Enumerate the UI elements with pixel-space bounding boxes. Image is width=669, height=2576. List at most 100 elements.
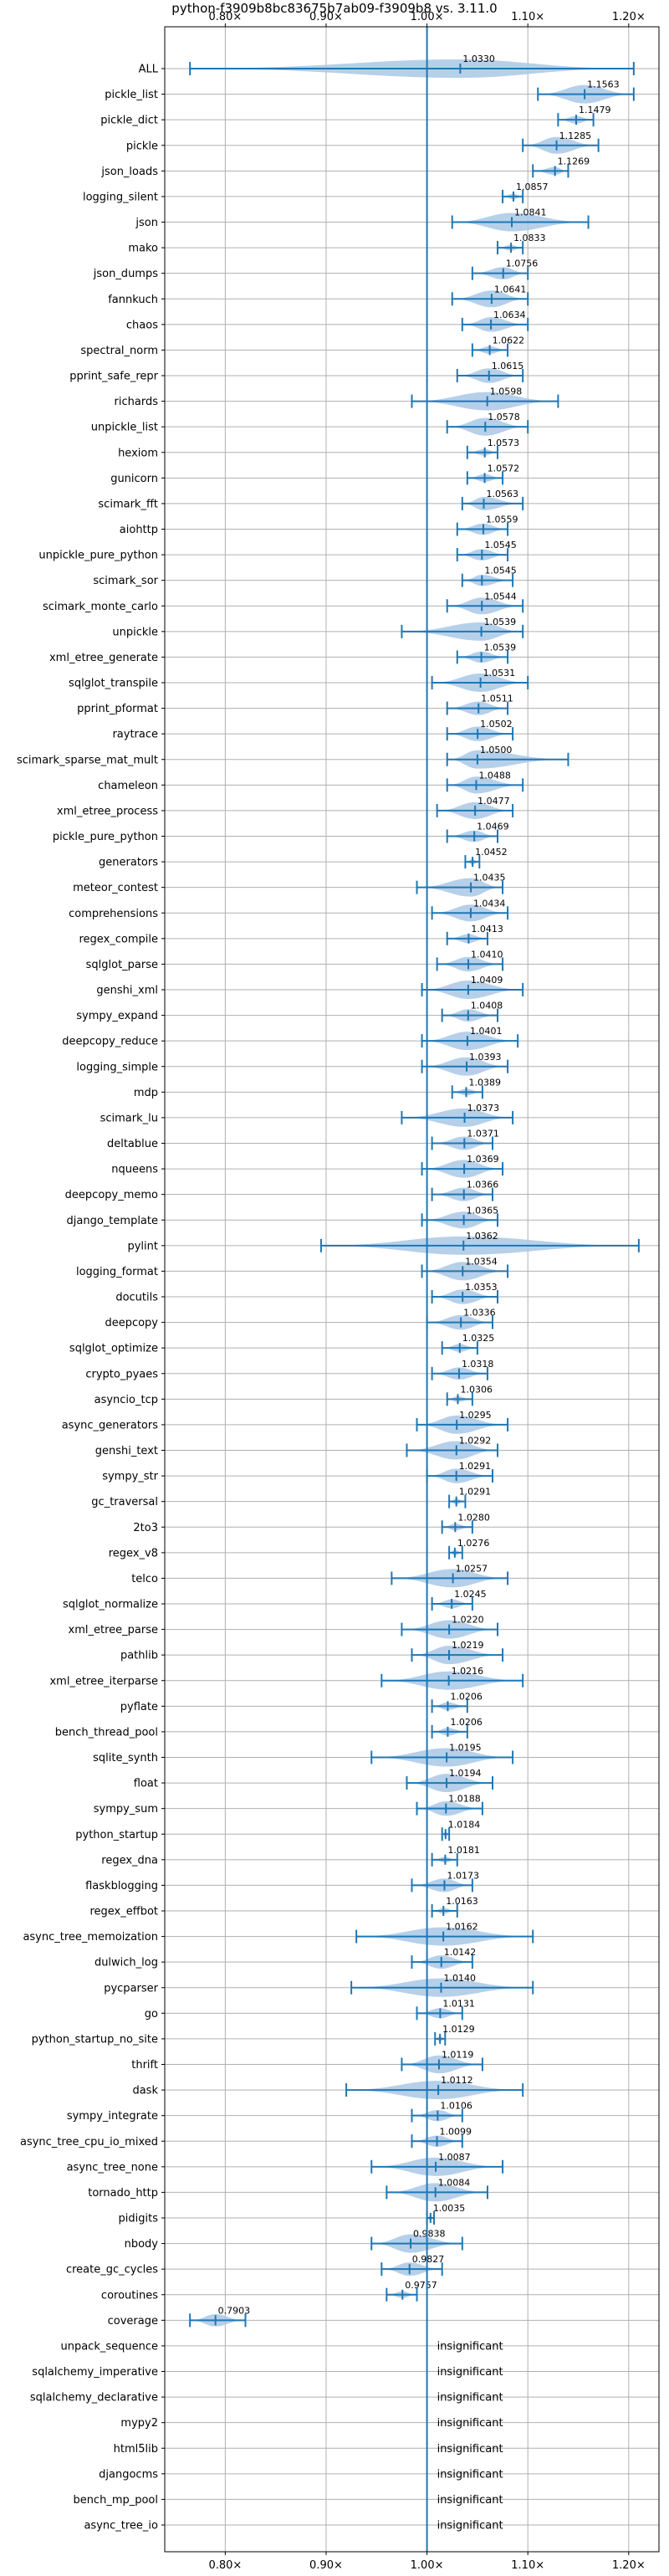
benchmark-name-label: logging_format [76, 1266, 158, 1278]
benchmark-row: python_startup 1.0184 [75, 1819, 480, 1841]
benchmark-row: deltablue 1.0371 [107, 1129, 499, 1151]
mean-value-label: 1.0362 [466, 1231, 498, 1242]
mean-value-label: 1.0435 [473, 873, 506, 883]
benchmark-row: ALL 1.0330 [139, 54, 635, 78]
benchmark-row: crypto_pyaes 1.0318 [85, 1359, 493, 1381]
mean-value-label: 1.0511 [481, 694, 513, 704]
benchmark-row: pylint 1.0362 [127, 1231, 640, 1255]
benchmark-row: sqlglot_normalize 1.0245 [63, 1589, 487, 1611]
mean-value-label: 1.0106 [440, 2101, 472, 2112]
benchmark-name-label: comprehensions [69, 908, 158, 920]
benchmark-name-label: xml_etree_parse [69, 1624, 158, 1636]
benchmark-name-label: bench_thread_pool [55, 1726, 158, 1739]
mean-value-label: 1.0354 [465, 1256, 498, 1267]
benchmark-name-label: thrift [131, 2059, 158, 2072]
mean-value-label: 1.0184 [448, 1819, 481, 1830]
benchmark-row: sqlite_synth 1.0195 [93, 1743, 514, 1767]
mean-value-label: 1.0188 [448, 1794, 481, 1805]
benchmark-name-label: bench_mp_pool [73, 2494, 158, 2507]
benchmark-row: scimark_sor 1.0545 [93, 566, 516, 588]
mean-value-label: 1.0245 [454, 1589, 487, 1600]
benchmark-row: dulwich_log 1.0142 [94, 1947, 476, 1969]
benchmark-name-label: mako [128, 243, 158, 255]
mean-value-label: 1.0841 [514, 207, 547, 218]
mean-value-label: 1.0353 [465, 1282, 498, 1293]
benchmark-name-label: async_tree_none [67, 2161, 158, 2174]
mean-value-label: 1.0413 [471, 924, 503, 935]
benchmark-row: logging_silent 1.0857 [83, 182, 548, 204]
benchmark-row: telco 1.0257 [131, 1563, 509, 1588]
benchmark-name-label: pickle_dict [100, 115, 158, 127]
x-tick-label-top: 0.80× [208, 11, 242, 23]
benchmark-name-label: logging_silent [83, 191, 158, 203]
benchmark-row: deepcopy 1.0336 [105, 1308, 496, 1330]
benchmark-row: async_tree_none 1.0087 [67, 2152, 504, 2176]
benchmark-name-label: json_loads [100, 166, 158, 178]
benchmark-row: hexiom 1.0573 [118, 438, 519, 460]
benchmark-name-label: deepcopy_memo [65, 1189, 158, 1201]
mean-value-label: 1.0545 [484, 566, 517, 576]
mean-value-label: 1.0206 [450, 1691, 483, 1702]
benchmark-name-label: float [134, 1778, 158, 1790]
benchmark-row: genshi_xml 1.0409 [96, 975, 524, 999]
benchmark-name-label: dask [132, 2085, 158, 2097]
benchmark-row: tornado_http 1.0084 [88, 2177, 488, 2202]
benchmark-name-label: crypto_pyaes [85, 1368, 158, 1380]
benchmark-name-label: gunicorn [110, 473, 158, 485]
mean-value-label: 1.0257 [456, 1563, 488, 1574]
mean-value-label: 1.0216 [452, 1666, 484, 1677]
benchmark-row: xml_etree_process 1.0477 [57, 796, 514, 819]
benchmark-name-label: python_startup_no_site [32, 2033, 158, 2046]
mean-value-label: 1.1479 [579, 105, 611, 115]
benchmark-name-label: pprint_pformat [77, 703, 158, 715]
mean-value-label: 1.0410 [471, 949, 503, 960]
mean-value-label: 1.0393 [469, 1052, 502, 1063]
mean-value-label: 1.0220 [452, 1615, 484, 1626]
benchmark-name-label: raytrace [112, 729, 158, 741]
benchmark-name-label: scimark_fft [98, 498, 158, 510]
mean-value-label: 0.9757 [405, 2280, 437, 2291]
benchmark-row: async_generators 1.0295 [62, 1410, 509, 1434]
benchmark-name-label: fannkuch [108, 294, 158, 306]
mean-value-label: 0.9827 [412, 2254, 445, 2265]
benchmark-name-label: pickle_list [105, 89, 158, 101]
mean-value-label: 1.0131 [442, 1998, 475, 2009]
benchmark-name-label: unpickle [112, 626, 158, 638]
mean-value-label: 1.0469 [477, 822, 509, 832]
benchmark-row: xml_etree_iterparse 1.0216 [49, 1666, 524, 1690]
benchmark-name-label: deepcopy_reduce [62, 1036, 158, 1048]
chart-title: python-f3909b8bc83675b7ab09-f3909b8 vs. … [171, 1, 497, 16]
benchmark-name-label: create_gc_cycles [66, 2264, 158, 2276]
insignificant-label: insignificant [437, 2417, 503, 2430]
mean-value-label: 1.0142 [444, 1947, 477, 1958]
benchmark-name-label: async_tree_io [84, 2520, 158, 2532]
mean-value-label: 1.0545 [484, 540, 517, 551]
benchmark-name-label: unpickle_list [91, 422, 158, 434]
mean-value-label: 1.0295 [459, 1410, 492, 1421]
benchmark-row: bench_thread_pool 1.0206 [55, 1717, 483, 1739]
benchmark-name-label: async_tree_cpu_io_mixed [20, 2136, 158, 2148]
mean-value-label: 1.0173 [447, 1870, 479, 1881]
mean-value-label: 1.0563 [486, 489, 518, 499]
benchmark-row: asyncio_tcp 1.0306 [94, 1384, 493, 1406]
benchmark-rows-layer: ALL 1.0330 pickle_list 1.1563 pickle_dict 1.1… [17, 54, 640, 2532]
mean-value-label: 1.0325 [462, 1333, 495, 1344]
mean-value-label: 1.0641 [494, 284, 527, 294]
x-tick-label-top: 1.20× [612, 11, 646, 23]
benchmark-row: logging_format 1.0354 [76, 1256, 509, 1281]
benchmark-name-label: unpickle_pure_python [38, 550, 158, 562]
benchmark-name-label: ALL [139, 64, 159, 76]
benchmark-row: pathlib 1.0219 [120, 1640, 504, 1665]
mean-value-label: 1.0292 [459, 1436, 492, 1447]
mean-value-label: 1.0539 [484, 642, 517, 653]
benchmark-name-label: logging_simple [76, 1061, 158, 1073]
benchmark-row: django_template 1.0365 [67, 1205, 498, 1229]
benchmark-name-label: async_tree_memoization [23, 1931, 158, 1944]
benchmark-name-label: nqueens [111, 1164, 158, 1176]
benchmark-row: sqlalchemy_declarative insignificant [30, 2392, 503, 2404]
benchmark-row: dask 1.0112 [132, 2075, 524, 2100]
mean-value-label: 1.0401 [470, 1026, 503, 1037]
benchmark-name-label: asyncio_tcp [94, 1394, 158, 1406]
benchmark-row: nbody 0.9838 [125, 2229, 463, 2253]
